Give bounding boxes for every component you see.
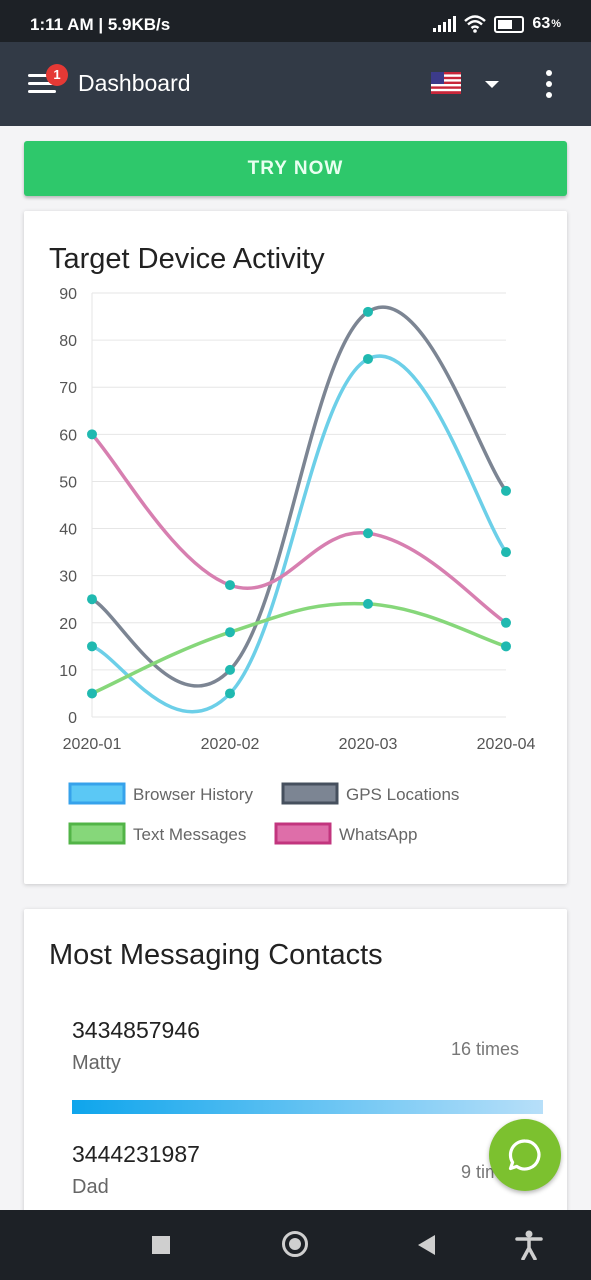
series-line bbox=[91, 305, 508, 688]
data-point bbox=[501, 617, 511, 628]
legend-swatch bbox=[68, 782, 126, 805]
data-point bbox=[225, 580, 235, 591]
contact-item[interactable]: 3434857946 Matty bbox=[72, 1017, 200, 1075]
x-tick-label: 2020-03 bbox=[339, 736, 398, 753]
data-point bbox=[501, 547, 511, 558]
data-point bbox=[501, 485, 511, 496]
legend-swatch bbox=[68, 822, 126, 845]
contact-item[interactable]: 3444231987 Dad bbox=[72, 1141, 200, 1199]
y-tick-label: 80 bbox=[59, 333, 77, 350]
y-tick-label: 20 bbox=[59, 616, 77, 633]
us-flag-icon[interactable] bbox=[431, 72, 461, 94]
series-line bbox=[90, 433, 507, 625]
y-tick-label: 60 bbox=[59, 427, 77, 444]
legend-swatch bbox=[281, 782, 339, 805]
contact-name: Dad bbox=[72, 1176, 109, 1198]
contact-number: 3444231987 bbox=[72, 1141, 200, 1167]
chat-button[interactable] bbox=[489, 1119, 561, 1191]
recents-icon[interactable] bbox=[152, 1236, 170, 1254]
data-point bbox=[87, 429, 97, 440]
try-now-button[interactable]: TRY NOW bbox=[24, 141, 567, 196]
activity-card-title: Target Device Activity bbox=[49, 243, 325, 275]
contact-count: 16 times bbox=[450, 1039, 519, 1059]
legend-label: GPS Locations bbox=[346, 785, 459, 804]
contact-share-bar bbox=[72, 1100, 543, 1114]
y-tick-label: 30 bbox=[59, 569, 77, 586]
legend-swatch bbox=[274, 822, 332, 845]
data-point bbox=[225, 664, 235, 675]
data-point bbox=[363, 598, 373, 609]
contact-name: Matty bbox=[72, 1052, 121, 1074]
y-tick-label: 70 bbox=[59, 380, 77, 397]
data-point bbox=[501, 641, 511, 652]
legend-label: WhatsApp bbox=[339, 825, 417, 844]
home-icon[interactable] bbox=[282, 1231, 308, 1257]
legend-label: Text Messages bbox=[133, 825, 246, 844]
contact-share-fill bbox=[72, 1100, 543, 1114]
x-tick-label: 2020-02 bbox=[201, 736, 260, 753]
notification-badge: 1 bbox=[46, 64, 68, 86]
activity-card: Target Device Activity 0 10 20 30 40 50 60 70 80… bbox=[24, 211, 567, 884]
y-tick-label: 50 bbox=[59, 474, 77, 491]
legend-label: Browser History bbox=[133, 785, 253, 804]
y-tick-label: 0 bbox=[68, 710, 77, 727]
x-tick-label: 2020-01 bbox=[63, 736, 122, 753]
chat-bubble-icon bbox=[508, 1139, 541, 1171]
contacts-card-title: Most Messaging Contacts bbox=[49, 939, 383, 971]
status-time: 1:11 AM | 5.9KB/s bbox=[30, 15, 171, 34]
activity-line-chart: 0 10 20 30 40 50 60 70 80 90 2020-01 2020-02 2020-03… bbox=[59, 286, 536, 845]
battery-icon bbox=[494, 15, 525, 33]
wifi-icon bbox=[464, 15, 487, 33]
data-point bbox=[87, 688, 97, 699]
system-nav-bar bbox=[0, 1210, 591, 1280]
contacts-card: Most Messaging Contacts 3434857946 Matty… bbox=[24, 909, 567, 1229]
chevron-down-icon[interactable] bbox=[485, 81, 499, 88]
data-point bbox=[225, 688, 235, 699]
signal-icon bbox=[433, 16, 457, 32]
data-point bbox=[87, 594, 97, 605]
accessibility-icon[interactable] bbox=[515, 1230, 543, 1260]
back-icon[interactable] bbox=[418, 1235, 435, 1255]
status-icons: 63% bbox=[433, 15, 561, 33]
menu-icon[interactable] bbox=[28, 74, 56, 94]
app-bar: 1 Dashboard bbox=[0, 42, 591, 126]
battery-level: 63 bbox=[532, 15, 551, 32]
x-tick-label: 2020-04 bbox=[477, 736, 536, 753]
data-point bbox=[363, 306, 373, 317]
y-tick-label: 10 bbox=[59, 663, 77, 680]
status-bar: 1:11 AM | 5.9KB/s 63% bbox=[0, 0, 591, 42]
data-point bbox=[225, 627, 235, 638]
data-point bbox=[87, 641, 97, 652]
page-title: Dashboard bbox=[78, 70, 191, 96]
data-point bbox=[363, 528, 373, 539]
contact-number: 3434857946 bbox=[72, 1017, 200, 1043]
y-tick-label: 90 bbox=[59, 286, 77, 303]
y-tick-label: 40 bbox=[59, 522, 77, 539]
more-vert-icon[interactable] bbox=[545, 70, 553, 98]
series-line bbox=[91, 601, 507, 696]
data-point bbox=[363, 353, 373, 364]
series-line bbox=[91, 354, 508, 714]
